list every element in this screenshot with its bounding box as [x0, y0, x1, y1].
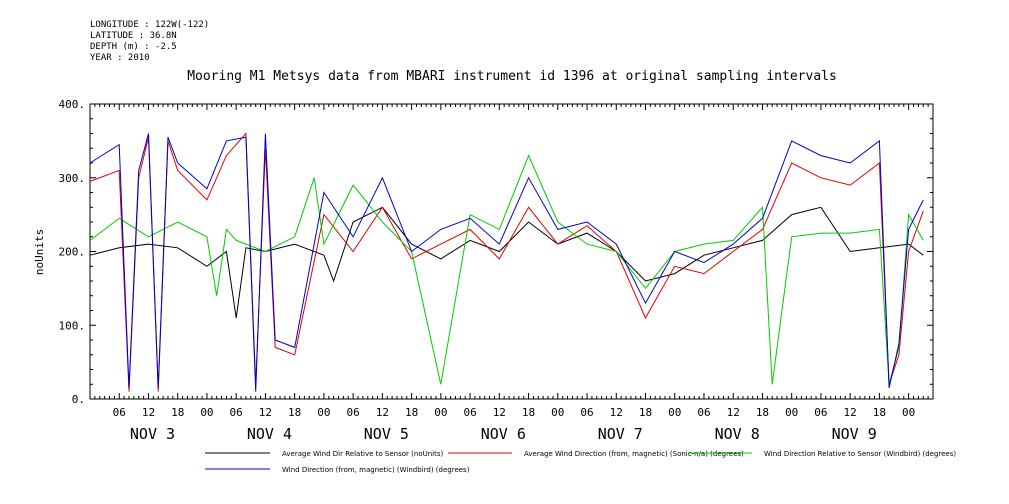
legend-label-1: Average Wind Dir Relative to Sensor (noU… — [282, 450, 443, 458]
x-tick-label: 06 — [463, 406, 476, 419]
depth-text: DEPTH (m) : -2.5 — [90, 42, 177, 52]
x-tick-label: 12 — [142, 406, 155, 419]
x-tick-label: 06 — [697, 406, 710, 419]
x-tick-label: 06 — [580, 406, 593, 419]
x-tick-label: 12 — [493, 406, 506, 419]
x-tick-label: 18 — [639, 406, 652, 419]
year-text: YEAR : 2010 — [90, 53, 150, 63]
x-tick-labels: 06 12 18 00 06 12 18 00 06 12 18 00 06 12 18 00 06 12 18 00… — [113, 406, 916, 419]
y-tick-label: 100. — [59, 319, 86, 332]
x-tick-label: 12 — [727, 406, 740, 419]
y-tick-label: 300. — [59, 172, 86, 185]
x-tick-label: 00 — [200, 406, 213, 419]
day-label: NOV 3 — [130, 425, 175, 443]
x-tick-label: 06 — [347, 406, 360, 419]
x-tick-label: 12 — [259, 406, 272, 419]
series-line-2 — [89, 132, 924, 392]
y-tick-labels: 0. 100. 200. 300. 400. — [59, 98, 86, 406]
x-tick-label: 12 — [610, 406, 623, 419]
x-tick-label: 18 — [171, 406, 184, 419]
day-label: NOV 9 — [832, 425, 877, 443]
x-tick-label: 18 — [873, 406, 886, 419]
y-axis-label: noUnits — [33, 229, 46, 275]
x-tick-label: 00 — [785, 406, 798, 419]
y-tick-label: 0. — [72, 393, 85, 406]
x-tick-label: 12 — [376, 406, 389, 419]
axis-ticks — [89, 103, 934, 400]
series-line-4 — [89, 133, 924, 392]
y-tick-label: 400. — [59, 98, 86, 111]
x-tick-label: 06 — [230, 406, 243, 419]
x-tick-label: 00 — [668, 406, 681, 419]
day-label: NOV 8 — [715, 425, 760, 443]
x-tick-label: 18 — [522, 406, 535, 419]
longitude-text: LONGITUDE : 122W(-122) — [90, 20, 210, 30]
x-tick-label: 18 — [756, 406, 769, 419]
legend-label-2: Average Wind Direction (from, magnetic) … — [524, 450, 744, 458]
x-tick-label: 12 — [844, 406, 857, 419]
x-tick-label: 18 — [405, 406, 418, 419]
series-line-1 — [89, 206, 924, 318]
x-tick-label: 00 — [434, 406, 447, 419]
x-tick-label: 00 — [317, 406, 330, 419]
series-lines — [89, 132, 924, 392]
legend: Average Wind Dir Relative to Sensor (noU… — [205, 450, 956, 474]
day-label: NOV 4 — [247, 425, 292, 443]
series-line-3 — [89, 154, 924, 385]
x-tick-label: 00 — [902, 406, 915, 419]
x-tick-label: 06 — [113, 406, 126, 419]
day-label: NOV 7 — [598, 425, 643, 443]
day-label: NOV 6 — [481, 425, 526, 443]
legend-label-4: Wind Direction (from, magnetic) (Windbir… — [282, 466, 470, 474]
day-labels: NOV 3 NOV 4 NOV 5 NOV 6 NOV 7 NOV 8 NOV 9 — [130, 425, 877, 443]
metadata-block: LONGITUDE : 122W(-122) LATITUDE : 36.8N … — [90, 20, 209, 64]
x-tick-label: 06 — [814, 406, 827, 419]
legend-label-3: Wind Direction Relative to Sensor (Windb… — [764, 450, 956, 458]
y-tick-label: 200. — [59, 246, 86, 259]
x-tick-label: 00 — [551, 406, 564, 419]
latitude-text: LATITUDE : 36.8N — [90, 31, 177, 41]
x-tick-label: 18 — [288, 406, 301, 419]
chart-title: Mooring M1 Metsys data from MBARI instru… — [187, 69, 837, 84]
day-label: NOV 5 — [364, 425, 409, 443]
